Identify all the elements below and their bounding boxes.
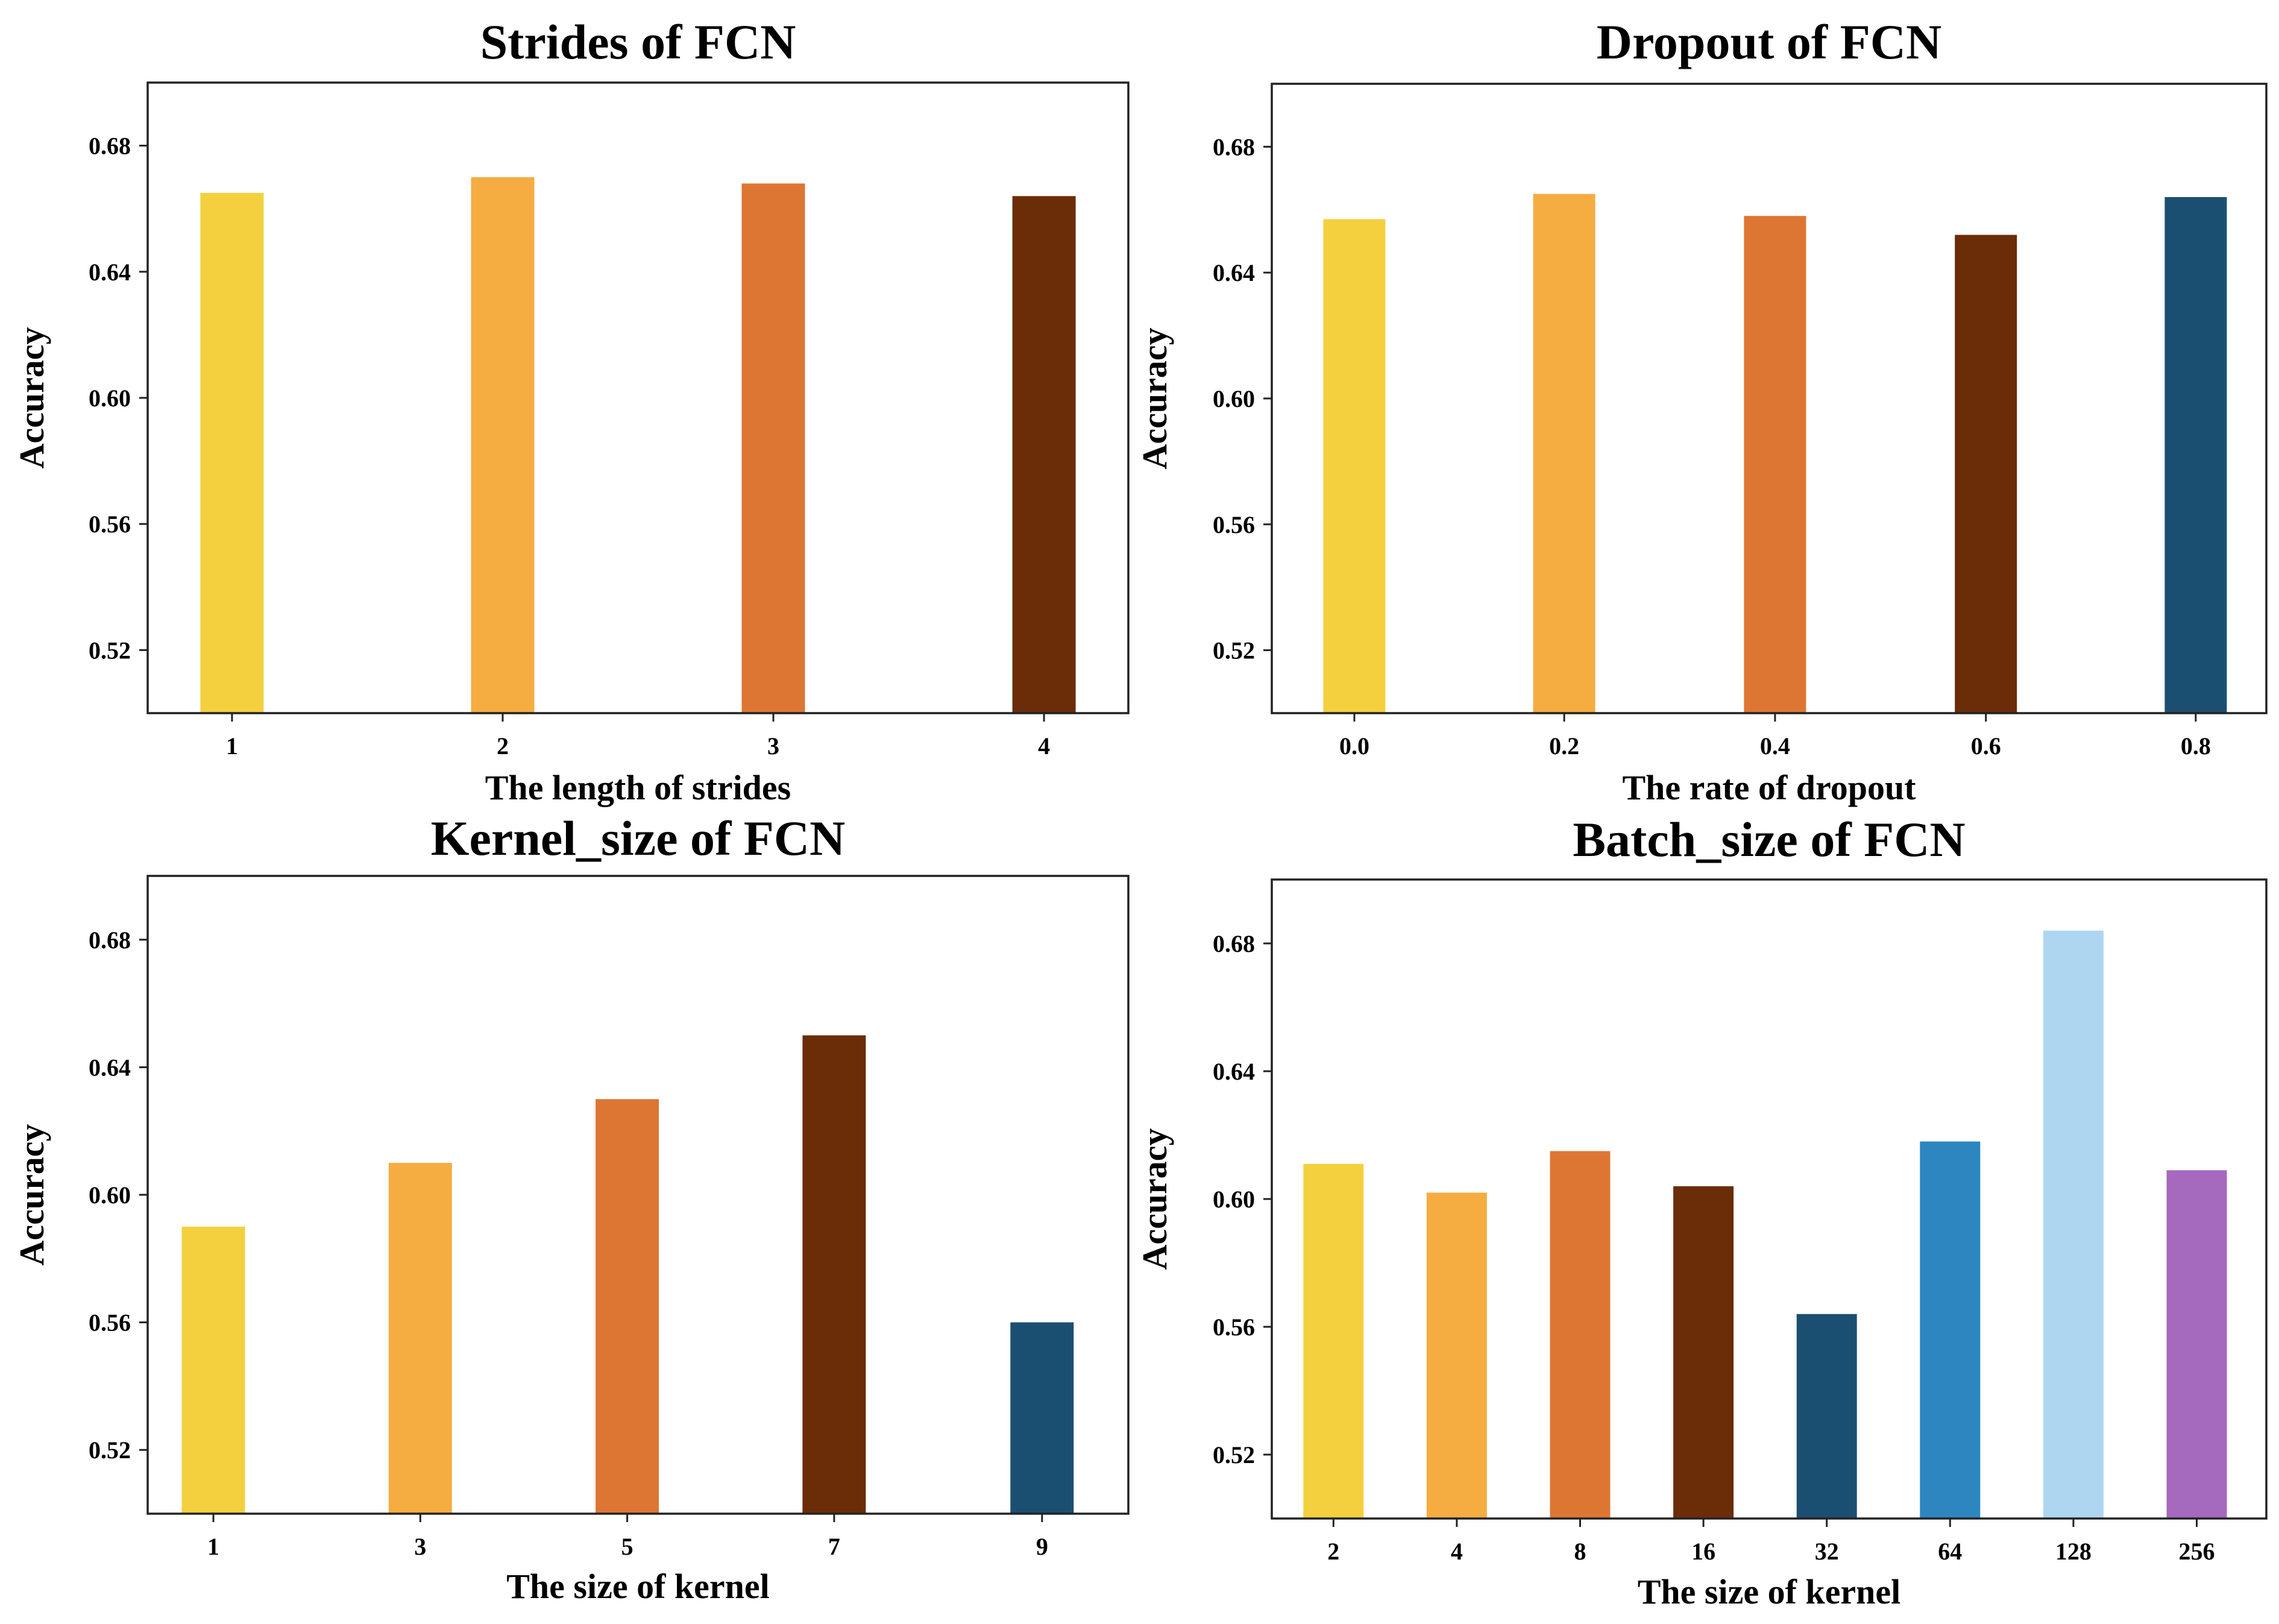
bar-0.2 — [1533, 194, 1595, 713]
y-tick-label: 0.56 — [1213, 511, 1255, 538]
x-tick-label: 32 — [1815, 1538, 1839, 1565]
y-tick-label: 0.68 — [89, 133, 131, 160]
bar-256 — [2166, 1170, 2227, 1519]
x-tick-label: 5 — [621, 1533, 633, 1560]
y-tick-label: 0.52 — [89, 1437, 131, 1464]
y-tick-label: 0.60 — [1213, 1186, 1255, 1213]
y-tick-label: 0.68 — [89, 927, 131, 954]
x-tick-label: 9 — [1036, 1533, 1048, 1560]
bar-3 — [388, 1163, 452, 1514]
y-tick-label: 0.52 — [1213, 1441, 1255, 1468]
bar-4 — [1012, 196, 1076, 713]
chart-title: Strides of FCN — [480, 14, 796, 69]
bar-1 — [181, 1226, 245, 1514]
y-tick-label: 0.64 — [89, 259, 131, 286]
bar-0.0 — [1323, 219, 1386, 713]
chart-title: Batch_size of FCN — [1573, 812, 1965, 867]
bar-16 — [1673, 1186, 1734, 1519]
x-tick-label: 4 — [1038, 732, 1050, 760]
x-tick-label: 0.4 — [1760, 732, 1790, 760]
x-tick-label: 256 — [2179, 1538, 2215, 1565]
bar-0.6 — [1955, 234, 2017, 714]
x-tick-label: 3 — [767, 732, 779, 760]
bar-1 — [200, 193, 264, 713]
x-tick-label: 0.0 — [1339, 732, 1369, 760]
x-tick-label: 0.6 — [1971, 732, 2001, 760]
chart-panel-4: 0.52 0.56 0.60 0.64 0.68 2 4 8 16 32 64 128 256 Batch… — [1135, 812, 2268, 1611]
bar-3 — [741, 183, 805, 713]
bar-64 — [1920, 1141, 1981, 1519]
chart-panel-1: 0.52 0.56 0.60 0.64 0.68 1 2 3 4 Strides of FCN Th… — [12, 14, 1130, 807]
y-tick-label: 0.68 — [1213, 133, 1255, 160]
y-tick-label: 0.64 — [1213, 1058, 1255, 1085]
x-tick-label: 0.8 — [2181, 732, 2211, 760]
y-tick-label: 0.56 — [89, 511, 131, 538]
x-tick-label: 4 — [1451, 1538, 1463, 1565]
y-axis-label: Accuracy — [12, 327, 51, 468]
axes-frame — [1271, 878, 2268, 1520]
y-tick-label: 0.52 — [1213, 637, 1255, 664]
y-axis-label: Accuracy — [12, 1124, 51, 1265]
y-tick-label: 0.52 — [89, 637, 131, 664]
x-axis-label: The size of kernel — [1638, 1572, 1901, 1611]
x-axis-label: The rate of dropout — [1622, 768, 1916, 807]
bar-128 — [2043, 930, 2104, 1519]
bar-0.8 — [2164, 197, 2227, 713]
x-tick-label: 128 — [2055, 1538, 2092, 1565]
bar-7 — [802, 1035, 866, 1514]
y-tick-label: 0.56 — [1213, 1314, 1255, 1341]
x-tick-label: 2 — [1327, 1538, 1339, 1565]
bar-5 — [596, 1099, 659, 1514]
x-tick-label: 1 — [226, 732, 238, 760]
chart-panel-3: 0.52 0.56 0.60 0.64 0.68 1 3 5 7 9 Kernel_size of … — [12, 811, 1130, 1606]
x-tick-label: 7 — [828, 1533, 840, 1560]
y-axis-label: Accuracy — [1135, 1128, 1174, 1270]
x-tick-label: 2 — [497, 732, 509, 760]
y-tick-label: 0.64 — [89, 1054, 131, 1081]
x-tick-label: 64 — [1938, 1538, 1962, 1565]
y-axis-label: Accuracy — [1135, 327, 1174, 469]
bar-2 — [1303, 1163, 1364, 1519]
x-tick-label: 3 — [414, 1533, 426, 1560]
x-tick-label: 1 — [207, 1533, 219, 1560]
bar-0.4 — [1744, 216, 1806, 713]
chart-title: Kernel_size of FCN — [431, 811, 846, 866]
bar-9 — [1010, 1322, 1074, 1514]
x-tick-label: 16 — [1691, 1538, 1715, 1565]
bar-32 — [1796, 1314, 1857, 1519]
y-tick-label: 0.60 — [89, 385, 131, 412]
chart-title: Dropout of FCN — [1597, 14, 1941, 69]
x-tick-label: 8 — [1574, 1538, 1586, 1565]
x-axis-label: The size of kernel — [506, 1567, 770, 1606]
y-tick-label: 0.68 — [1213, 930, 1255, 957]
chart-panel-2: 0.52 0.56 0.60 0.64 0.68 0.0 0.2 0.4 0.6 0.8 Dropo… — [1135, 14, 2268, 807]
y-tick-label: 0.56 — [89, 1309, 131, 1336]
x-tick-label: 0.2 — [1549, 732, 1579, 760]
y-tick-label: 0.64 — [1213, 259, 1255, 286]
bar-2 — [471, 177, 535, 713]
y-tick-label: 0.60 — [1213, 385, 1255, 412]
y-tick-label: 0.60 — [89, 1182, 131, 1209]
bar-4 — [1426, 1192, 1487, 1519]
axes-frame — [146, 81, 1130, 714]
bar-8 — [1550, 1151, 1611, 1519]
x-axis-label: The length of strides — [485, 768, 791, 807]
